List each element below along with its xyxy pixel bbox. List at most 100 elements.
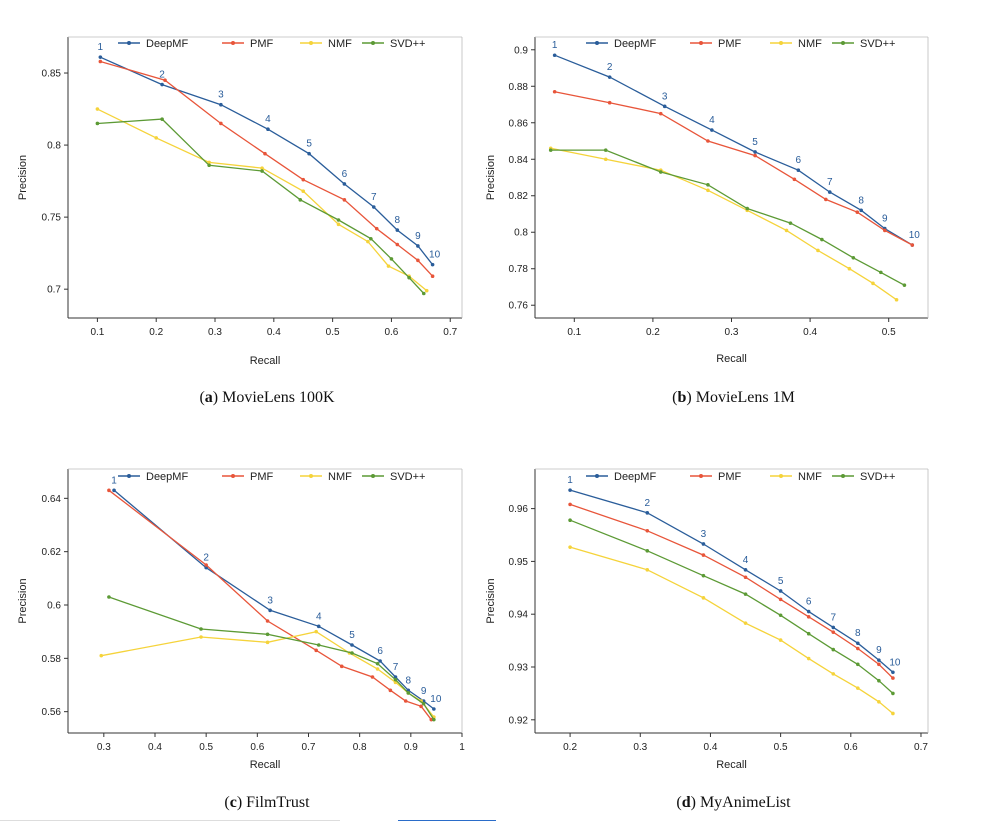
rank-label: 5 [349, 630, 355, 641]
data-point-deepmf [430, 262, 435, 267]
data-point-deepmf [827, 190, 832, 194]
data-point-svdpp [745, 206, 750, 211]
y-tick-label: 0.7 [47, 285, 61, 296]
data-point-svdpp [831, 647, 836, 652]
chart-panel-c: 0.3 0.4 0.5 0.6 0.7 0.8 0.9 1 0.56 0.58 0.6 0.62 0.6… [17, 468, 465, 811]
data-point-nmf [301, 189, 306, 193]
data-point-svdpp [856, 662, 860, 667]
chart-panel-b: 0.1 0.2 0.3 0.4 0.5 0.76 0.78 0.8 0.82 0.84 0.86 0.… [485, 36, 929, 406]
data-point-svdpp [851, 255, 856, 260]
y-tick-label: 0.8 [514, 228, 528, 239]
y-tick-label: 0.82 [509, 191, 529, 202]
data-point-nmf [743, 621, 748, 625]
data-point-nmf [386, 264, 391, 268]
legend-marker [309, 41, 313, 45]
data-point-nmf [336, 222, 341, 227]
y-axis-title: Precision [17, 155, 29, 200]
data-point-deepmf [350, 643, 354, 647]
data-point-deepmf [877, 658, 881, 662]
y-tick-label: 0.84 [509, 155, 529, 166]
x-tick-label: 0.2 [646, 327, 660, 338]
data-point-nmf [199, 635, 203, 639]
data-point-pmf [263, 151, 267, 156]
x-tick-label: 0.5 [774, 742, 788, 753]
rank-label: 6 [377, 646, 383, 657]
rank-label: 9 [876, 645, 882, 656]
data-point-nmf [314, 629, 318, 634]
legend-label-pmf: PMF [718, 471, 742, 483]
data-point-pmf [370, 675, 375, 679]
data-point-deepmf [395, 228, 400, 232]
legend-marker [779, 41, 783, 45]
x-tick-label: 0.7 [914, 742, 928, 753]
x-tick-label: 0.4 [267, 327, 281, 338]
y-tick-label: 0.76 [509, 301, 529, 312]
x-axis-title: Recall [250, 759, 281, 771]
data-point-deepmf [701, 542, 706, 546]
data-point-deepmf [859, 208, 863, 213]
data-point-nmf [207, 160, 211, 165]
data-point-svdpp [95, 121, 100, 126]
data-point-svdpp [806, 631, 811, 636]
data-point-pmf [163, 78, 167, 83]
data-point-pmf [204, 563, 208, 567]
rank-label: 7 [393, 662, 399, 673]
rank-label: 10 [429, 250, 441, 261]
data-point-svdpp [548, 148, 553, 152]
rank-label: 8 [405, 675, 411, 686]
rank-label: 3 [218, 90, 224, 101]
rank-label: 8 [855, 628, 861, 639]
x-tick-label: 0.2 [563, 742, 577, 753]
data-point-svdpp [298, 198, 303, 202]
data-point-nmf [816, 248, 820, 253]
data-point-nmf [260, 166, 264, 170]
data-point-deepmf [98, 55, 103, 59]
page-rule-accent [398, 820, 496, 821]
legend-label-deepmf: DeepMF [614, 38, 656, 50]
data-point-nmf [154, 136, 159, 140]
data-point-svdpp [603, 148, 608, 152]
legend-label-svdpp: SVD++ [860, 38, 895, 50]
data-point-nmf [891, 711, 895, 716]
data-point-nmf [894, 297, 899, 302]
data-point-pmf [645, 528, 650, 533]
rank-label: 2 [159, 70, 165, 81]
rank-label: 3 [267, 595, 273, 606]
data-point-deepmf [432, 707, 436, 711]
data-point-pmf [374, 226, 379, 231]
data-point-deepmf [806, 609, 811, 614]
rank-label: 9 [415, 231, 421, 242]
data-point-pmf [98, 59, 103, 64]
data-point-nmf [645, 568, 650, 572]
legend-marker [371, 41, 375, 45]
x-tick-label: 0.4 [703, 742, 717, 753]
data-point-svdpp [369, 236, 373, 241]
data-point-deepmf [831, 625, 836, 630]
rank-label: 4 [316, 611, 322, 622]
rank-label: 5 [778, 576, 784, 587]
data-point-svdpp [393, 677, 398, 682]
data-point-nmf [375, 667, 380, 671]
data-point-svdpp [265, 632, 270, 637]
data-point-deepmf [316, 624, 321, 629]
legend-label-deepmf: DeepMF [146, 38, 188, 50]
x-tick-label: 0.1 [90, 327, 104, 338]
y-tick-label: 0.6 [47, 601, 61, 612]
data-point-pmf [891, 676, 895, 680]
x-tick-label: 0.7 [302, 742, 316, 753]
rank-label: 1 [552, 40, 558, 51]
data-point-svdpp [260, 169, 264, 173]
data-point-deepmf [662, 104, 667, 109]
rank-label: 1 [98, 42, 104, 53]
data-point-pmf [265, 619, 270, 623]
data-point-deepmf [160, 82, 164, 87]
y-tick-label: 0.86 [509, 118, 529, 129]
y-tick-label: 0.96 [509, 504, 529, 515]
data-point-nmf [424, 288, 429, 293]
data-point-pmf [792, 177, 797, 182]
series-line-nmf [97, 108, 428, 292]
data-point-nmf [847, 266, 852, 271]
chart-panel-d: 0.2 0.3 0.4 0.5 0.6 0.7 0.92 0.93 0.94 0.95 0.96 Re… [485, 468, 929, 811]
legend-label-nmf: NMF [328, 471, 352, 483]
legend-label-pmf: PMF [250, 38, 274, 50]
